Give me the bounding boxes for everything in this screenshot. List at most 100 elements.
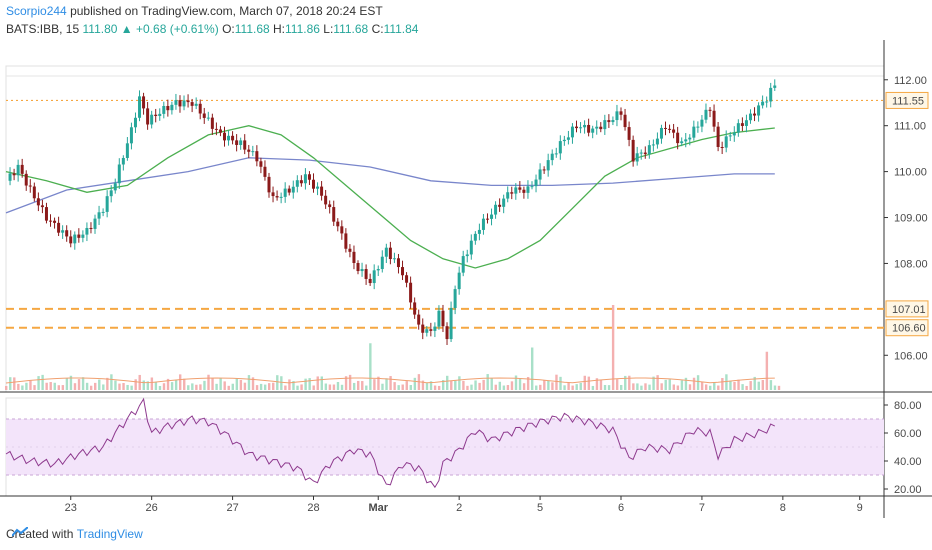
candle-body: [218, 129, 222, 133]
volume-bar: [474, 380, 477, 390]
volume-bar: [761, 380, 765, 390]
candle-body: [227, 135, 231, 141]
candle-body: [405, 275, 409, 283]
candle-body: [396, 258, 400, 268]
time-tick-label: 23: [65, 502, 77, 514]
candle-body: [639, 152, 643, 154]
volume-bar: [389, 376, 392, 390]
change-value: +0.68 (+0.61%): [136, 22, 219, 36]
volume-bar: [421, 380, 425, 390]
volume-bar: [183, 378, 186, 390]
price-tick-label: 110.00: [894, 167, 927, 179]
volume-bar: [510, 381, 514, 390]
candle-body: [744, 120, 748, 126]
price-tick-label: 109.00: [894, 213, 928, 225]
volume-bar: [454, 380, 457, 390]
candle-body: [105, 196, 109, 212]
volume-bar: [725, 374, 728, 390]
volume-bar: [672, 384, 676, 390]
candle-body: [583, 124, 587, 128]
price-tick-label: 106.00: [894, 350, 928, 362]
volume-bar: [49, 382, 52, 390]
volume-bar: [506, 385, 510, 390]
volume-bar: [446, 375, 449, 390]
candle-body: [514, 187, 518, 194]
candle-body: [631, 139, 635, 162]
change-arrow-icon: ▲: [120, 22, 133, 36]
tradingview-brand[interactable]: TradingView: [76, 527, 143, 541]
candle-body: [591, 128, 595, 133]
volume-bar: [777, 385, 781, 390]
candle-body: [267, 176, 271, 193]
volume-bar: [615, 379, 619, 390]
candle-body: [364, 269, 368, 279]
publish-line: Scorpio244 published on TradingView.com,…: [6, 4, 383, 18]
candle-body: [607, 120, 611, 123]
volume-bar: [126, 384, 129, 390]
volume-bar: [365, 385, 368, 390]
ohlc-close-label: C:: [371, 22, 384, 36]
time-tick-label: Mar: [368, 502, 388, 514]
price-tick-label: 111.00: [894, 121, 926, 133]
volume-bar: [628, 375, 631, 390]
candle-body: [437, 310, 441, 327]
time-tick-label: 26: [146, 502, 158, 514]
volume-bar: [494, 384, 497, 390]
author-link[interactable]: Scorpio244: [6, 4, 67, 18]
candle-body: [538, 169, 542, 180]
candle-body: [36, 198, 40, 206]
volume-bar: [571, 385, 574, 390]
price-pane-frame: [5, 65, 885, 393]
candle-body: [93, 218, 97, 229]
candle-body: [724, 136, 728, 148]
time-tick-label: 28: [307, 502, 319, 514]
candle-body: [433, 326, 437, 331]
candle-body: [603, 120, 607, 130]
volume-bar: [280, 376, 283, 390]
candle-body: [712, 110, 716, 127]
candle-body: [287, 188, 291, 193]
volume-bar: [575, 384, 578, 390]
candle-body: [8, 173, 12, 181]
candle-body: [178, 100, 182, 107]
volume-bar: [401, 384, 404, 390]
volume-bar: [709, 385, 712, 390]
volume-bar: [688, 384, 692, 390]
volume-bar: [660, 383, 663, 390]
volume-bar: [170, 382, 174, 390]
volume-bar: [316, 376, 319, 390]
volume-bar: [308, 378, 311, 390]
candle-body: [696, 126, 700, 128]
candle-body: [388, 247, 392, 260]
candle-body: [133, 117, 137, 128]
candle-body: [231, 135, 235, 141]
volume-bar: [393, 382, 396, 390]
candle-body: [526, 186, 530, 193]
volume-bar: [300, 384, 303, 390]
candle-body: [546, 160, 550, 171]
volume-bar: [53, 382, 56, 390]
candle-body: [166, 105, 170, 111]
volume-bar: [94, 382, 97, 390]
candle-body: [579, 127, 583, 129]
volume-bar: [717, 385, 720, 390]
volume-bar: [753, 376, 756, 390]
volume-bar: [741, 384, 744, 390]
volume-bar: [304, 378, 307, 390]
time-tick-label: 8: [780, 502, 786, 514]
volume-bar: [700, 381, 704, 390]
volume-bar: [272, 382, 275, 390]
chart-header: Scorpio244 published on TradingView.com,…: [0, 0, 932, 40]
candle-body: [664, 127, 668, 129]
volume-bar: [648, 384, 651, 390]
volume-bar: [106, 377, 109, 390]
volume-bar: [352, 382, 356, 390]
candle-body: [117, 164, 121, 184]
volume-bar: [425, 382, 429, 390]
volume-bar: [490, 378, 493, 390]
volume-bar: [397, 385, 400, 390]
candle-body: [12, 173, 16, 176]
candle-body: [332, 207, 336, 222]
candle-body: [510, 192, 514, 194]
